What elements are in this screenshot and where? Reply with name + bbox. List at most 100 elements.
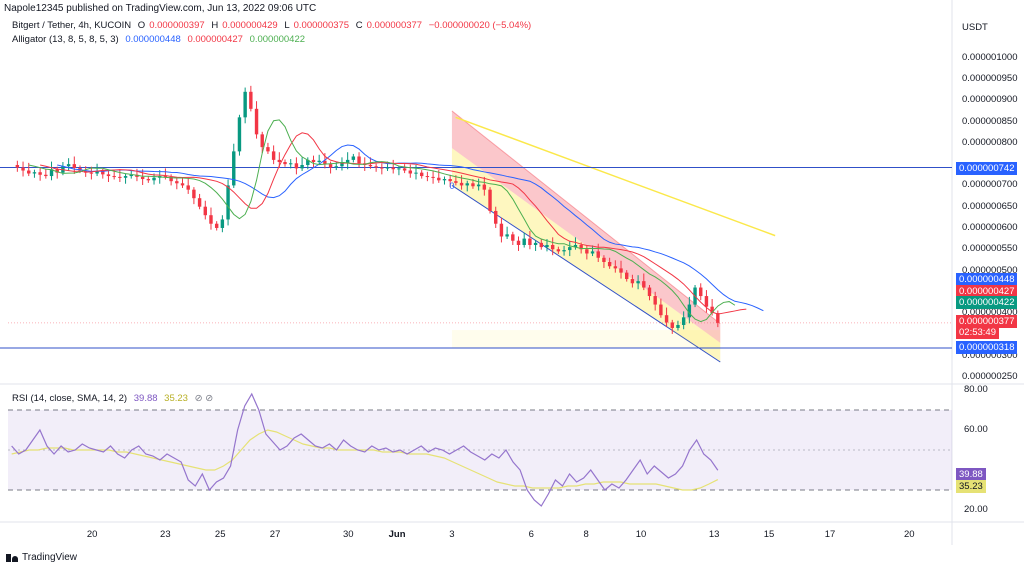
candle-body (642, 281, 646, 288)
candle-body (556, 249, 561, 252)
rsi-tick-label: 20.00 (964, 504, 988, 515)
candle-body (89, 172, 94, 174)
candle-body (681, 317, 686, 325)
candle-body (328, 164, 333, 168)
channel-level-label: 0 (450, 181, 455, 191)
rsi-sma-value: 35.23 (164, 393, 188, 404)
candle-body (414, 172, 418, 174)
candle-body (619, 268, 623, 273)
price-tick-label: 0.000000850 (962, 115, 1018, 127)
candle-body (431, 176, 435, 178)
candle-body (66, 164, 71, 167)
candle-body (306, 159, 310, 165)
candle-body (505, 234, 509, 237)
price-badge: 0.000000377 (956, 315, 1018, 328)
alligator-jaw-value: 0.000000448 (125, 34, 181, 45)
high-label: H (211, 20, 219, 31)
candle-body (488, 189, 492, 211)
candle-body (106, 174, 111, 177)
price-tick-label: 0.000000500 (962, 264, 1018, 276)
candle-body (152, 177, 156, 181)
candle-body (550, 244, 555, 250)
symbol-name[interactable]: Bitgert / Tether, 4h, KUCOIN (12, 20, 132, 31)
candle-body (442, 179, 447, 181)
candle-body (704, 296, 709, 307)
time-tick-label: 6 (528, 529, 534, 540)
candle-body (237, 117, 242, 152)
candle-body (448, 179, 452, 182)
price-tick-label: 0.000000300 (962, 349, 1018, 361)
candle-body (625, 272, 629, 280)
price-tick-label: 0.000000800 (962, 136, 1018, 148)
candle-body (596, 251, 600, 258)
candle-body (590, 251, 595, 254)
alligator-label[interactable]: Alligator (13, 8, 5, 8, 5, 3) (12, 34, 119, 45)
visibility-toggle-icons[interactable]: ⊘ ⊘ (194, 393, 214, 404)
candle-body (562, 250, 566, 252)
candle-body (277, 159, 282, 163)
candle-body (579, 244, 583, 250)
candle-body (192, 189, 196, 199)
candle-body (710, 306, 714, 314)
candle-body (112, 176, 116, 178)
candle-body (408, 170, 413, 174)
candle-body (254, 108, 259, 135)
candle-body (226, 185, 230, 220)
channel-lower-fill (451, 148, 721, 363)
candle-body (49, 169, 54, 177)
candle-body (391, 167, 395, 170)
candle-body (186, 185, 190, 190)
rsi-tick-label: 60.00 (964, 424, 988, 435)
currency-label: USDT (962, 22, 988, 33)
candle-body (209, 215, 213, 224)
candle-body (539, 242, 543, 248)
candle-body (607, 262, 612, 267)
candle-body (118, 176, 122, 178)
time-tick-label: 20 (86, 529, 98, 540)
candle-body (659, 304, 663, 316)
candle-body (123, 176, 128, 178)
price-tick-label: 0.000001000 (962, 51, 1018, 63)
open-label: O (137, 20, 146, 31)
candle-body (522, 238, 526, 245)
price-tick-label: 0.000000400 (962, 307, 1018, 319)
candle-body (454, 181, 458, 183)
candle-body (385, 167, 390, 169)
candle-body (380, 167, 384, 169)
rsi-legend: RSI (14, close, SMA, 14, 2) 39.88 35.23 … (12, 393, 217, 404)
time-tick-label: 15 (763, 529, 775, 540)
candle-body (368, 164, 373, 167)
price-tick-label: 0.000000600 (962, 221, 1018, 233)
candle-body (197, 198, 202, 207)
candle-body (163, 176, 168, 178)
candle-body (568, 247, 572, 251)
candle-body (146, 179, 151, 181)
candle-body (545, 244, 549, 248)
candle-body (27, 170, 31, 174)
price-tick-label: 0.000000650 (962, 200, 1018, 212)
candle-body (15, 164, 20, 168)
price-badge: 0.000000742 (956, 162, 1018, 175)
candle-body (283, 162, 287, 165)
support-zone (451, 330, 721, 348)
tradingview-brand[interactable]: TradingView (6, 552, 77, 563)
candle-body (664, 315, 669, 323)
candle-body (317, 160, 321, 163)
close-value: 0.000000377 (366, 20, 423, 31)
candle-body (613, 266, 618, 269)
time-tick-label: 20 (904, 529, 915, 540)
rsi-label[interactable]: RSI (14, close, SMA, 14, 2) (12, 393, 128, 404)
rsi-tick-label: 80.00 (964, 384, 988, 395)
candle-body (676, 324, 680, 328)
candle-body (687, 304, 692, 318)
candle-body (243, 91, 247, 118)
candle-body (345, 159, 350, 164)
time-tick-label: 23 (160, 529, 171, 540)
time-tick-label: 25 (214, 529, 226, 540)
channel-upper-line (451, 110, 721, 325)
brand-text: TradingView (22, 552, 78, 563)
candle-body (300, 164, 304, 169)
candle-body (38, 172, 42, 175)
rsi-sma-badge: 35.23 (956, 480, 986, 493)
